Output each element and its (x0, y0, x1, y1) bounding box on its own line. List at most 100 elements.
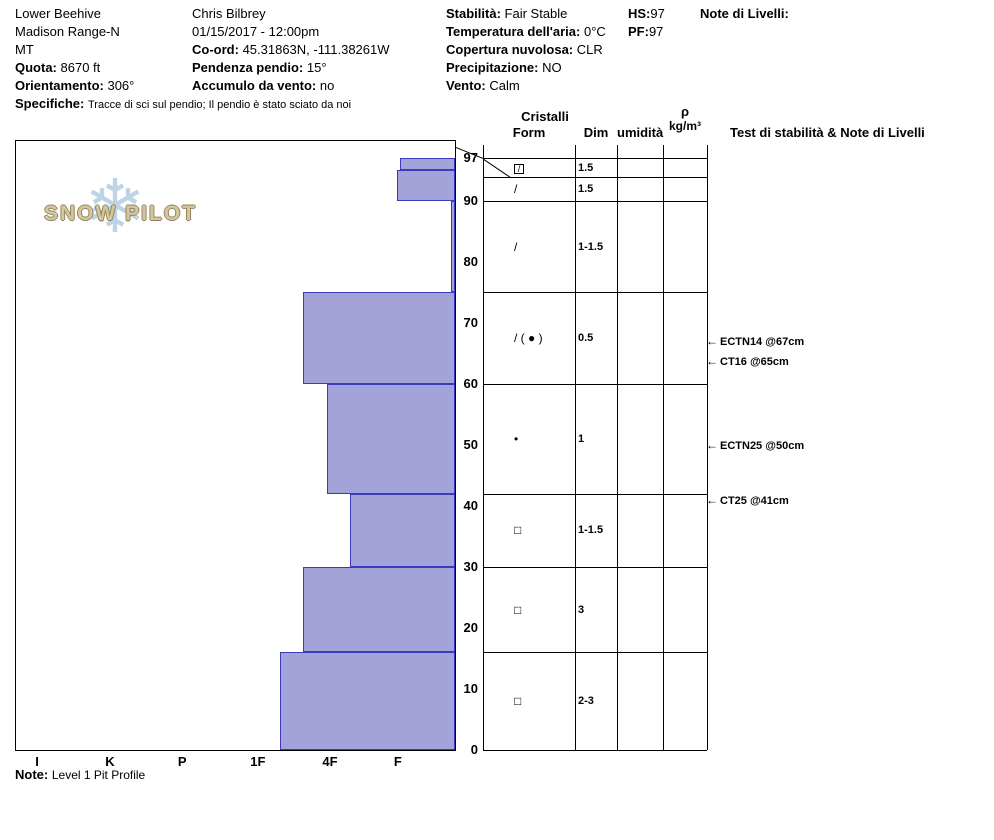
crystal-form: / ( ● ) (514, 331, 543, 345)
crystal-dim: 3 (578, 603, 585, 616)
pit-name: Lower Beehive (15, 6, 101, 21)
left-arrow-icon: ← (706, 334, 718, 349)
wind-value: Calm (489, 78, 520, 93)
pf-value: 97 (648, 24, 664, 39)
wind-loading-row: Accumulo da vento: no (192, 77, 390, 95)
moisture-column-header: umidità (617, 125, 664, 140)
hardness-axis-label: K (105, 754, 115, 769)
depth-tick-label: 70 (463, 314, 478, 330)
table-row-line (483, 652, 707, 654)
aspect-label: Orientamento: (15, 78, 104, 93)
stability-test-note: ← CT16 @65cm (706, 354, 789, 369)
snow-layer-bar (279, 652, 455, 750)
stability-test-note: ← ECTN25 @50cm (706, 438, 804, 453)
specifics-value: Tracce di sci sul pendio; Il pendio è st… (87, 99, 352, 111)
test-label: ECTN14 @67cm (720, 336, 805, 349)
coord-label: Co-ord: (192, 42, 239, 57)
density-unit-header: kg/m³ (668, 119, 701, 133)
hardness-axis-label: 1F (250, 754, 266, 769)
crystal-form: / (514, 181, 518, 196)
wind-row: Vento: Calm (446, 77, 606, 95)
hardness-axis-label: 4F (322, 754, 338, 769)
hardness-axis-label: P (177, 754, 187, 769)
crystal-dim: 1.5 (578, 182, 594, 195)
depth-tick-label: 0 (470, 742, 478, 757)
crystal-dim: 1-1.5 (578, 240, 604, 253)
logo-text: SNOW PILOT (44, 202, 197, 225)
hardness-axis-label: F (393, 754, 402, 769)
aspect-row: Orientamento: 306° (15, 77, 351, 95)
coord-row: Co-ord: 45.31863N, -111.38261W (192, 41, 390, 59)
header-col-location: Lower Beehive Madison Range-N MT Quota: … (15, 5, 351, 114)
stability-test-note: ← ECTN14 @67cm (706, 334, 804, 349)
hs-label: HS: (628, 6, 651, 21)
snowflake-icon: ❄ (84, 165, 147, 248)
table-leader-line (483, 159, 512, 179)
snow-layer-bar (327, 383, 455, 494)
table-row-line (483, 493, 707, 495)
depth-tick-label: 80 (463, 253, 478, 269)
crystal-dim: 0.5 (578, 332, 594, 344)
footer-note-value: Level 1 Pit Profile (51, 768, 146, 782)
table-row-line (483, 566, 707, 568)
test-label: CT16 @65cm (720, 356, 789, 369)
slope-angle-value: 15° (306, 60, 327, 75)
header-col-totals: HS: 97 PF:97 (628, 5, 665, 41)
air-temp-value: 0°C (583, 24, 606, 39)
layer-notes-label: Note di Livelli: (700, 6, 789, 21)
precip-row: Precipitazione: NO (446, 59, 606, 77)
snow-layer-bar (450, 200, 455, 293)
precip-value: NO (542, 60, 562, 75)
sky-cover-label: Copertura nuvolosa: (446, 42, 574, 57)
snow-layer-bar (349, 493, 455, 567)
crystal-dim: 2-3 (578, 695, 594, 708)
table-column-line (575, 145, 576, 750)
test-label: CT25 @41cm (720, 494, 789, 507)
stability-test-note: ← CT25 @41cm (706, 493, 789, 508)
table-row-line (483, 200, 707, 202)
crystals-header: Cristalli (521, 109, 569, 124)
test-label: ECTN25 @50cm (720, 439, 805, 452)
depth-tick-label: 90 (463, 192, 478, 208)
footer-note: Note: Level 1 Pit Profile (15, 767, 145, 782)
snow-layer-bar (396, 170, 455, 201)
crystal-form: • (514, 431, 519, 446)
aspect-value: 306° (107, 78, 135, 93)
range-name: Madison Range-N (15, 24, 120, 39)
wind-label: Vento: (446, 78, 486, 93)
elevation-label: Quota: (15, 60, 57, 75)
observer-name: Chris Bilbrey (192, 6, 266, 21)
table-row-line (483, 750, 707, 751)
elevation-value: 8670 ft (60, 60, 101, 75)
crystal-dim: 1 (578, 432, 585, 445)
crystal-form: / (514, 160, 574, 176)
hardness-chart-box (15, 140, 456, 751)
depth-tick-label: 40 (463, 497, 478, 513)
depth-tick-label: 20 (463, 619, 478, 635)
slope-angle-row: Pendenza pendio: 15° (192, 59, 390, 77)
snow-layer-bar (303, 566, 455, 653)
slope-angle-label: Pendenza pendio: (192, 60, 304, 75)
boxed-crystal-symbol: / (514, 163, 524, 174)
crystal-dim: 1-1.5 (578, 524, 604, 537)
snow-layer-bar (400, 158, 455, 171)
pit-datetime: 01/15/2017 - 12:00pm (192, 24, 320, 39)
wind-loading-label: Accumulo da vento: (192, 78, 317, 93)
specifics-label: Specifiche: (15, 96, 85, 111)
pf-row: PF:97 (628, 23, 665, 41)
table-row-line (483, 158, 707, 159)
left-arrow-icon: ← (706, 437, 718, 452)
state-name: MT (15, 42, 34, 57)
stability-row: Stabilità: Fair Stable (446, 5, 606, 23)
depth-tick-label: 50 (463, 436, 478, 452)
hardness-axis-label: I (35, 754, 39, 769)
snowpilot-logo: ❄ SNOW PILOT (42, 165, 212, 248)
left-arrow-icon: ← (706, 492, 718, 507)
stability-tests-header: Test di stabilità & Note di Livelli (730, 125, 925, 140)
table-row-line (483, 177, 707, 178)
table-row-line (483, 292, 707, 294)
sky-cover-row: Copertura nuvolosa: CLR (446, 41, 606, 59)
pf-label: PF: (628, 24, 649, 39)
